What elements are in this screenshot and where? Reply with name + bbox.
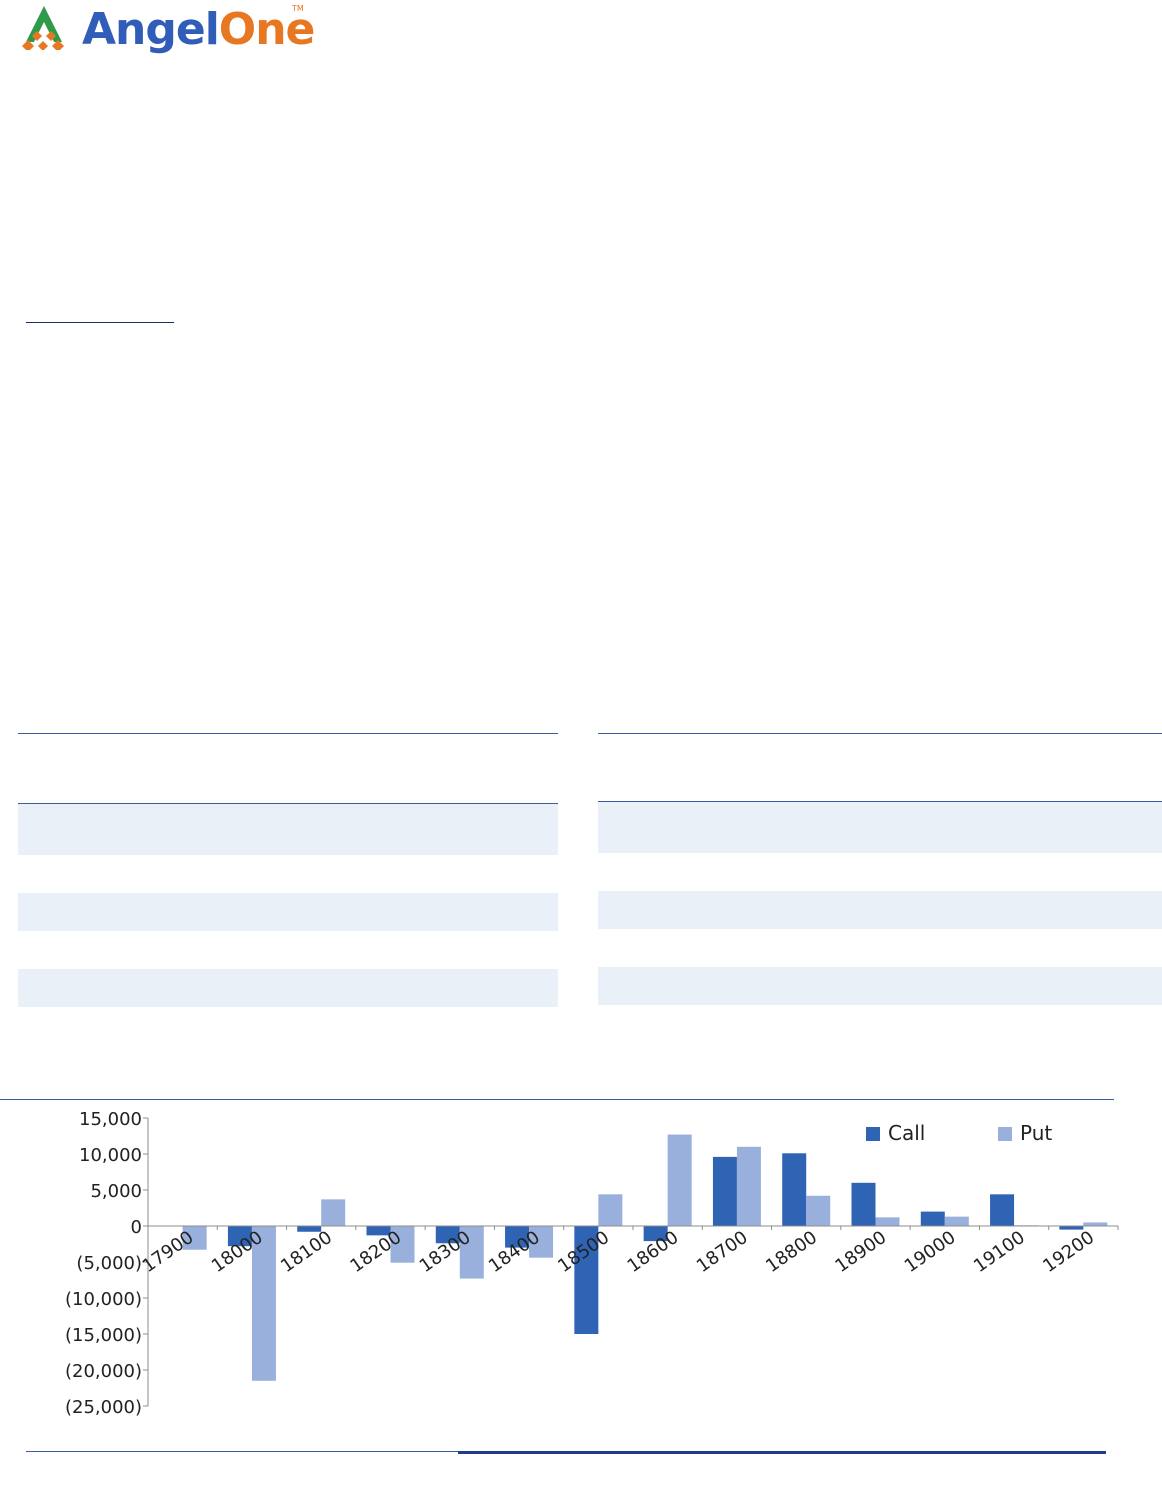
bar-call-18900	[851, 1182, 876, 1226]
bar-put-18500	[598, 1194, 623, 1226]
bar-call-18600	[643, 1226, 668, 1242]
table-header-rule	[598, 801, 1162, 802]
table-row	[18, 969, 558, 1007]
y-tick-label: (20,000)	[65, 1361, 142, 1382]
table-row	[598, 802, 1162, 853]
bar-call-18000	[227, 1226, 252, 1247]
bar-call-19100	[990, 1194, 1015, 1226]
y-tick-label: 0	[131, 1217, 142, 1238]
bar-call-18500	[574, 1226, 599, 1334]
bar-put-18700	[736, 1146, 761, 1226]
x-tick-label: 19200	[1039, 1227, 1098, 1277]
bar-call-18100	[297, 1226, 322, 1232]
legend-label-put: Put	[1020, 1121, 1052, 1145]
bar-call-19000	[920, 1211, 945, 1226]
y-axis: 15,000 10,000 5,000 0 (5,000) (10,000) (15,000…	[65, 1109, 149, 1418]
y-tick-label: (25,000)	[65, 1397, 142, 1418]
bar-call-18400	[505, 1226, 530, 1248]
x-tick-label: 17900	[139, 1227, 198, 1277]
bar-call-19200	[1059, 1226, 1084, 1230]
table-row	[18, 893, 558, 931]
bar-series	[158, 1134, 1108, 1381]
legend-label-call: Call	[888, 1121, 925, 1145]
bar-put-18600	[667, 1134, 692, 1226]
chart-top-rule	[0, 1099, 1114, 1100]
section-underline	[26, 322, 174, 323]
bar-call-18800	[782, 1153, 807, 1226]
y-tick-label: 10,000	[79, 1145, 142, 1166]
table-top-rule	[18, 733, 558, 734]
bar-call-18300	[435, 1226, 460, 1244]
left-table	[18, 733, 558, 1013]
x-tick-label: 18700	[693, 1227, 752, 1277]
table-row	[598, 967, 1162, 1005]
y-tick-label: 15,000	[79, 1109, 142, 1130]
x-axis: 17900 18000 18100 18200 18300 18400 18500 18600…	[139, 1225, 1119, 1277]
bar-put-18000	[251, 1226, 276, 1381]
table-row	[598, 891, 1162, 929]
y-tick-label: 5,000	[90, 1181, 142, 1202]
chart-bottom-rule-thick	[458, 1451, 1106, 1454]
logo-text-angel: Angel	[82, 4, 220, 55]
table-top-rule	[598, 733, 1162, 734]
x-tick-label: 19000	[901, 1227, 960, 1277]
logo-mark-icon	[22, 6, 64, 50]
x-tick-label: 18100	[277, 1227, 336, 1277]
bar-call-18200	[366, 1226, 391, 1236]
bar-put-18400	[529, 1226, 554, 1258]
table-header-rule	[18, 803, 558, 804]
x-tick-label: 18800	[762, 1227, 821, 1277]
x-tick-label: 18900	[831, 1227, 890, 1277]
bar-put-17900	[182, 1226, 207, 1250]
logo-wordmark: AngelOne	[82, 2, 316, 58]
bar-put-19000	[944, 1216, 969, 1226]
y-tick-label: (15,000)	[65, 1325, 142, 1346]
bar-put-18900	[875, 1217, 900, 1226]
bar-put-18300	[459, 1226, 484, 1279]
bar-put-19200	[1083, 1222, 1108, 1226]
logo-text-one: One	[218, 4, 316, 55]
right-table	[598, 733, 1162, 1013]
legend-swatch-put	[998, 1127, 1012, 1141]
y-tick-label: (10,000)	[65, 1289, 142, 1310]
chart-bottom-rule	[26, 1451, 458, 1452]
y-tick-label: (5,000)	[76, 1253, 142, 1274]
bar-put-18200	[390, 1226, 415, 1263]
x-tick-label: 19100	[970, 1227, 1029, 1277]
oi-change-bar-chart: 15,000 10,000 5,000 0 (5,000) (10,000) (15,000…	[65, 1109, 1119, 1418]
table-row	[18, 804, 558, 855]
trademark-mark: TM	[292, 4, 304, 13]
chart-legend: Call Put	[866, 1121, 1052, 1145]
bar-call-18700	[712, 1156, 737, 1226]
bar-put-18100	[321, 1199, 346, 1226]
bar-put-18800	[806, 1195, 831, 1226]
legend-swatch-call	[866, 1127, 880, 1141]
